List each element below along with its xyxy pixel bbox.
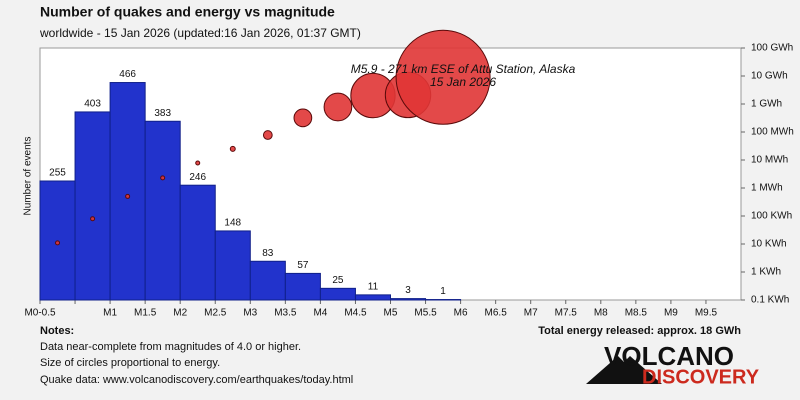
bar — [179, 184, 216, 301]
x-tick-label: M5.5 — [414, 308, 437, 319]
y2-tick-label: 1 KWh — [751, 267, 781, 278]
x-tick-label: M7.5 — [555, 308, 578, 319]
x-tick-label: M1.5 — [134, 308, 157, 319]
energy-circle — [125, 193, 131, 199]
note-line: Data near-complete from magnitudes of 4.… — [40, 341, 301, 353]
x-tick-label: M8 — [594, 308, 608, 319]
y2-tick-label: 100 MWh — [751, 127, 794, 138]
x-tick-label: M9 — [664, 308, 678, 319]
y2-tick-label: 10 MWh — [751, 155, 788, 166]
energy-circle — [229, 145, 236, 152]
annotation: 15 Jan 2026 — [430, 75, 496, 89]
total-energy: Total energy released: approx. 18 GWh — [538, 325, 741, 337]
notes-heading: Notes: — [40, 325, 74, 337]
y2-tick-label: 10 KWh — [751, 239, 787, 250]
y2-tick-label: 10 GWh — [751, 71, 788, 82]
logo-text: VOLCANO — [604, 341, 734, 371]
bar — [249, 260, 286, 301]
bar — [109, 82, 146, 301]
chart-title: Number of quakes and energy vs magnitude — [40, 4, 335, 20]
energy-circle — [262, 130, 273, 140]
bar-value-label: 466 — [119, 69, 136, 80]
y2-tick-label: 1 GWh — [751, 99, 782, 110]
x-tick-label: M5 — [384, 308, 398, 319]
x-tick-label: M6 — [454, 308, 468, 319]
y-axis-label: Number of events — [23, 137, 34, 216]
note-line: Size of circles proportional to energy. — [40, 357, 220, 369]
bar-value-label: 1 — [440, 286, 446, 297]
bar — [284, 272, 321, 301]
bar-value-label: 57 — [297, 260, 309, 271]
x-tick-label: M3 — [243, 308, 257, 319]
energy-circle — [293, 108, 313, 128]
energy-circle — [323, 92, 353, 122]
annotation: M5.9 - 271 km ESE of Attu Station, Alask… — [351, 62, 576, 76]
bar-value-label: 3 — [405, 285, 411, 296]
x-tick-label: M8.5 — [625, 308, 648, 319]
x-tick-label: M1 — [103, 308, 117, 319]
bar — [319, 287, 356, 301]
chart-subtitle: worldwide - 15 Jan 2026 (updated:16 Jan … — [39, 26, 361, 40]
energy-circle — [195, 160, 201, 166]
x-tick-label: M3.5 — [274, 308, 297, 319]
logo-text: DISCOVERY — [642, 366, 760, 388]
x-tick-label: M0-0.5 — [24, 308, 56, 319]
note-line: Quake data: www.volcanodiscovery.com/ear… — [40, 374, 353, 386]
x-tick-label: M6.5 — [485, 308, 508, 319]
x-tick-label: M7 — [524, 308, 538, 319]
energy-circle — [395, 29, 491, 125]
bar — [354, 294, 392, 301]
bar-value-label: 11 — [368, 282, 379, 293]
bar-value-label: 255 — [49, 168, 66, 179]
bar-value-label: 83 — [262, 248, 274, 259]
y2-tick-label: 0.1 KWh — [751, 295, 789, 306]
bar — [390, 298, 427, 301]
bar — [74, 111, 111, 301]
bar-value-label: 148 — [224, 218, 241, 229]
x-tick-label: M4.5 — [344, 308, 367, 319]
y2-tick-label: 1 MWh — [751, 183, 783, 194]
energy-circle — [160, 175, 166, 181]
x-tick-label: M4 — [313, 308, 327, 319]
bar — [144, 120, 181, 301]
y2-tick-label: 100 GWh — [751, 43, 793, 54]
x-tick-label: M2 — [173, 308, 187, 319]
y2-tick-label: 100 KWh — [751, 211, 792, 222]
bar-value-label: 246 — [189, 172, 206, 183]
logo-mountain — [586, 356, 662, 384]
bar-value-label: 25 — [332, 275, 344, 286]
x-tick-label: M9.5 — [695, 308, 718, 319]
bar-value-label: 403 — [84, 99, 101, 110]
x-tick-label: M2.5 — [204, 308, 227, 319]
bar-value-label: 383 — [154, 108, 171, 119]
energy-circle — [55, 240, 61, 246]
bar — [214, 230, 251, 301]
energy-circle — [90, 216, 96, 222]
